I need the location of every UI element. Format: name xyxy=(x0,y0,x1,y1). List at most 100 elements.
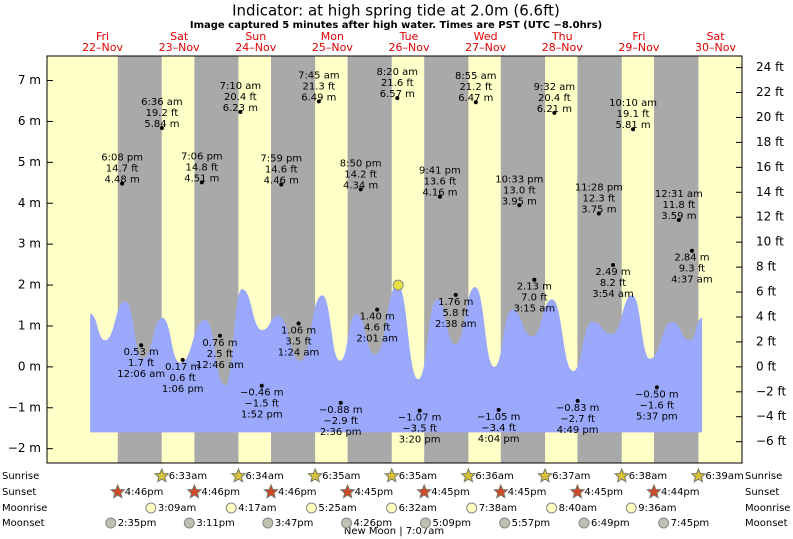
extreme-label: 14.2 ft xyxy=(344,169,377,180)
row-icon xyxy=(183,517,195,529)
extreme-dot xyxy=(575,398,580,403)
extreme-label: 21.2 ft xyxy=(459,82,492,93)
extreme-label: 21.3 ft xyxy=(302,81,335,92)
extreme-label: 14.6 ft xyxy=(265,164,298,175)
extreme-label: 6:36 am xyxy=(141,97,183,108)
extreme-label: 7:10 am xyxy=(220,81,262,92)
row-time: 9:36am xyxy=(638,503,676,514)
extreme-dot xyxy=(338,400,343,405)
extreme-label: 2.5 ft xyxy=(207,349,233,360)
extreme-label: 3:15 am xyxy=(514,304,556,315)
row-icon xyxy=(105,517,117,529)
extreme-label: 10:33 pm xyxy=(495,174,543,185)
chart-subtitle: Image captured 5 minutes after high wate… xyxy=(190,20,602,31)
day-date: 28–Nov xyxy=(542,41,583,54)
y2-tick-label: 18 ft xyxy=(756,135,784,149)
row-time: 6:33am xyxy=(169,471,207,482)
extreme-label: −2.7 ft xyxy=(560,414,595,425)
row-icon xyxy=(263,483,279,499)
extreme-dot xyxy=(159,125,164,130)
extreme-label: 1:24 am xyxy=(278,348,320,359)
y2-tick-label: 12 ft xyxy=(756,210,784,224)
extreme-label: 1:06 pm xyxy=(162,384,204,395)
extreme-label: 4.46 m xyxy=(264,175,299,186)
extreme-dot xyxy=(552,110,557,115)
extreme-label: −1.05 m xyxy=(477,412,521,423)
row-icon xyxy=(499,517,511,529)
extreme-label: 1.40 m xyxy=(360,312,395,323)
extreme-label: 7:45 am xyxy=(298,70,340,81)
row-icon xyxy=(262,517,274,529)
extreme-dot xyxy=(654,385,659,390)
extreme-label: 13.0 ft xyxy=(503,185,536,196)
day-date: 25–Nov xyxy=(312,41,353,54)
extreme-dot xyxy=(279,182,284,187)
extreme-label: 12:31 am xyxy=(655,189,703,200)
extreme-label: −1.07 m xyxy=(398,413,442,424)
row-time: 4:46pm xyxy=(201,487,240,498)
extreme-label: 8:20 am xyxy=(377,67,419,78)
day-name: Sat xyxy=(170,30,189,43)
extreme-dot xyxy=(139,343,144,348)
day-name: Fri xyxy=(632,30,645,43)
row-label: Sunrise xyxy=(2,471,39,482)
extreme-label: 12:46 am xyxy=(196,360,244,371)
extreme-dot xyxy=(676,218,681,223)
extreme-label: 1.06 m xyxy=(281,326,316,337)
extreme-label: 8:50 pm xyxy=(340,158,382,169)
row-time: 4:45pm xyxy=(508,487,547,498)
extreme-label: −0.46 m xyxy=(240,388,284,399)
extreme-dot xyxy=(611,263,616,268)
extreme-label: 2:01 am xyxy=(356,334,398,345)
y-tick-label: 2 m xyxy=(18,278,41,292)
y2-tick-label: 14 ft xyxy=(756,185,784,199)
row-time: 4:44pm xyxy=(661,487,700,498)
extreme-label: 19.2 ft xyxy=(146,108,179,119)
y2-tick-label: −4 ft xyxy=(756,409,787,423)
extreme-dot xyxy=(417,408,422,413)
row-time: 6:35am xyxy=(322,471,360,482)
extreme-label: 8:55 am xyxy=(455,71,497,82)
extreme-label: 2.84 m xyxy=(674,253,709,264)
extreme-label: 3:54 am xyxy=(592,289,634,300)
extreme-label: −0.50 m xyxy=(635,389,679,400)
extreme-label: 9.3 ft xyxy=(679,264,705,275)
extreme-label: 19.1 ft xyxy=(617,109,650,120)
extreme-label: 9:41 pm xyxy=(419,166,461,177)
row-time: 2:35pm xyxy=(118,518,157,529)
extreme-label: 11.8 ft xyxy=(662,200,695,211)
y2-tick-label: 20 ft xyxy=(756,110,784,124)
extreme-dot xyxy=(689,248,694,253)
extreme-label: 0.53 m xyxy=(124,347,159,358)
row-icon xyxy=(460,467,477,483)
day-date: 29–Nov xyxy=(618,41,659,54)
row-time: 3:11pm xyxy=(196,518,235,529)
day-name: Mon xyxy=(321,30,344,43)
extreme-label: −0.83 m xyxy=(556,403,600,414)
extreme-label: −3.4 ft xyxy=(481,423,516,434)
extreme-label: 1.7 ft xyxy=(128,358,154,369)
row-time: 6:37am xyxy=(552,471,590,482)
row-icon xyxy=(625,502,637,514)
extreme-label: 2.13 m xyxy=(517,282,552,293)
row-time: 6:35am xyxy=(399,471,437,482)
extreme-dot xyxy=(296,321,301,326)
extreme-label: 0.6 ft xyxy=(170,373,196,384)
row-time: 3:09am xyxy=(158,503,196,514)
row-icon xyxy=(341,517,353,529)
extreme-dot xyxy=(238,110,243,115)
extreme-label: 4.51 m xyxy=(184,173,219,184)
row-icon xyxy=(537,467,553,483)
row-icon xyxy=(339,483,356,499)
extreme-label: 5:37 pm xyxy=(636,411,678,422)
extreme-label: 4:49 pm xyxy=(557,425,599,436)
day-date: 22–Nov xyxy=(82,41,123,54)
extreme-label: 3.59 m xyxy=(661,211,696,222)
y-tick-label: 7 m xyxy=(18,73,41,87)
row-icon xyxy=(225,502,237,514)
row-time: 8:40am xyxy=(559,503,597,514)
extreme-label: 20.4 ft xyxy=(538,93,571,104)
row-icon xyxy=(307,467,324,483)
extreme-label: 0.17 m xyxy=(165,362,200,373)
indicator-dot xyxy=(392,279,404,291)
